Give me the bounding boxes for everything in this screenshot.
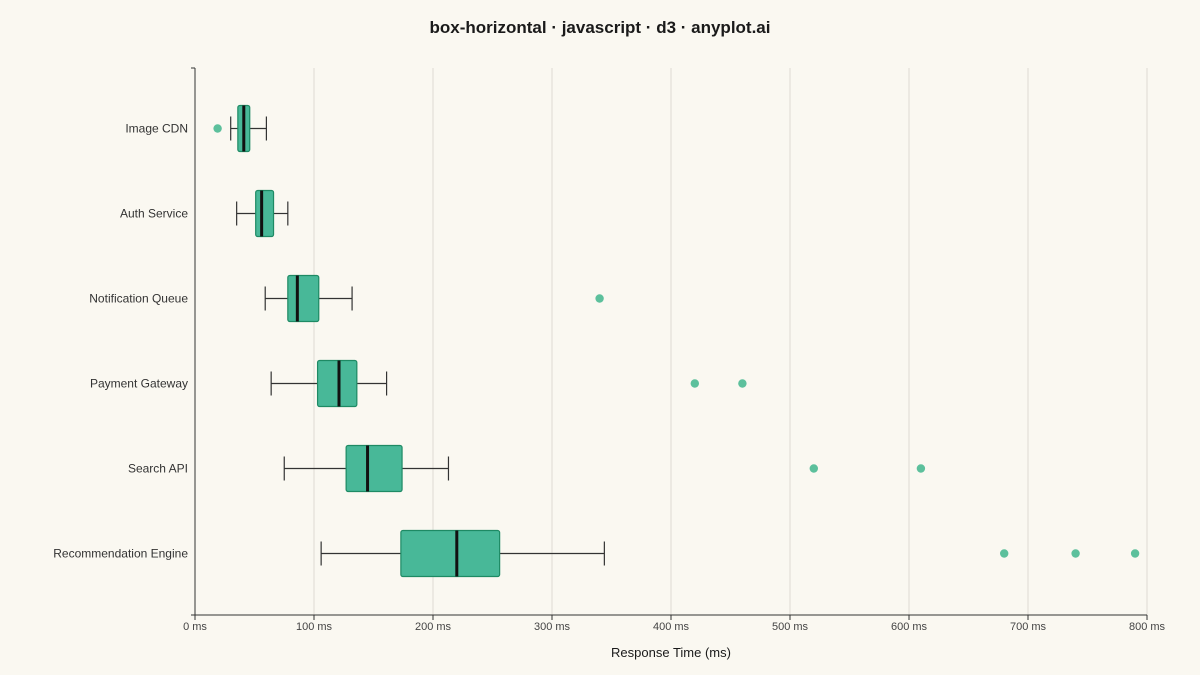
- box-group: [264, 274, 604, 323]
- outlier-point: [1000, 549, 1009, 558]
- grid-lines: [313, 68, 1148, 615]
- axes: 0 ms 100 ms 200 ms 300 ms 400 ms 500 ms 600 ms…: [183, 67, 1166, 633]
- iqr-box: [255, 189, 275, 238]
- category-label: Recommendation Engine: [53, 547, 188, 561]
- x-tick-label: 800 ms: [1129, 621, 1166, 633]
- outlier-point: [738, 379, 747, 388]
- iqr-box: [400, 529, 501, 578]
- box-group: [320, 529, 1140, 578]
- x-tick-label: 0 ms: [183, 621, 207, 633]
- x-axis-label: Response Time (ms): [611, 645, 731, 660]
- outlier-point: [916, 464, 926, 473]
- box-group: [236, 189, 289, 238]
- outlier-point: [595, 294, 604, 303]
- boxes: [213, 104, 1140, 578]
- outlier-point: [690, 379, 699, 388]
- iqr-box: [316, 359, 358, 408]
- outlier-point: [213, 124, 222, 133]
- x-tick-label: 500 ms: [772, 621, 809, 633]
- category-label: Image CDN: [125, 122, 188, 136]
- category-label: Notification Queue: [89, 292, 188, 306]
- x-tick-label: 400 ms: [653, 621, 690, 633]
- x-tick-label: 100 ms: [296, 621, 333, 633]
- box-group: [283, 444, 926, 493]
- iqr-box: [287, 274, 320, 323]
- chart-title: box-horizontal · javascript · d3 · anypl…: [430, 18, 771, 37]
- box-group: [270, 359, 747, 408]
- box-group: [213, 104, 267, 153]
- x-tick-label: 300 ms: [534, 621, 571, 633]
- iqr-box: [345, 444, 403, 493]
- x-tick-label: 600 ms: [891, 621, 928, 633]
- outlier-point: [1130, 549, 1140, 558]
- x-tick-label: 700 ms: [1010, 621, 1047, 633]
- category-labels: Image CDN Auth Service Notification Queue P…: [53, 122, 188, 561]
- category-label: Auth Service: [120, 207, 188, 221]
- category-label: Search API: [128, 462, 188, 476]
- outlier-point: [1071, 549, 1080, 558]
- category-label: Payment Gateway: [90, 377, 188, 391]
- x-tick-label: 200 ms: [415, 621, 452, 633]
- outlier-point: [809, 464, 818, 473]
